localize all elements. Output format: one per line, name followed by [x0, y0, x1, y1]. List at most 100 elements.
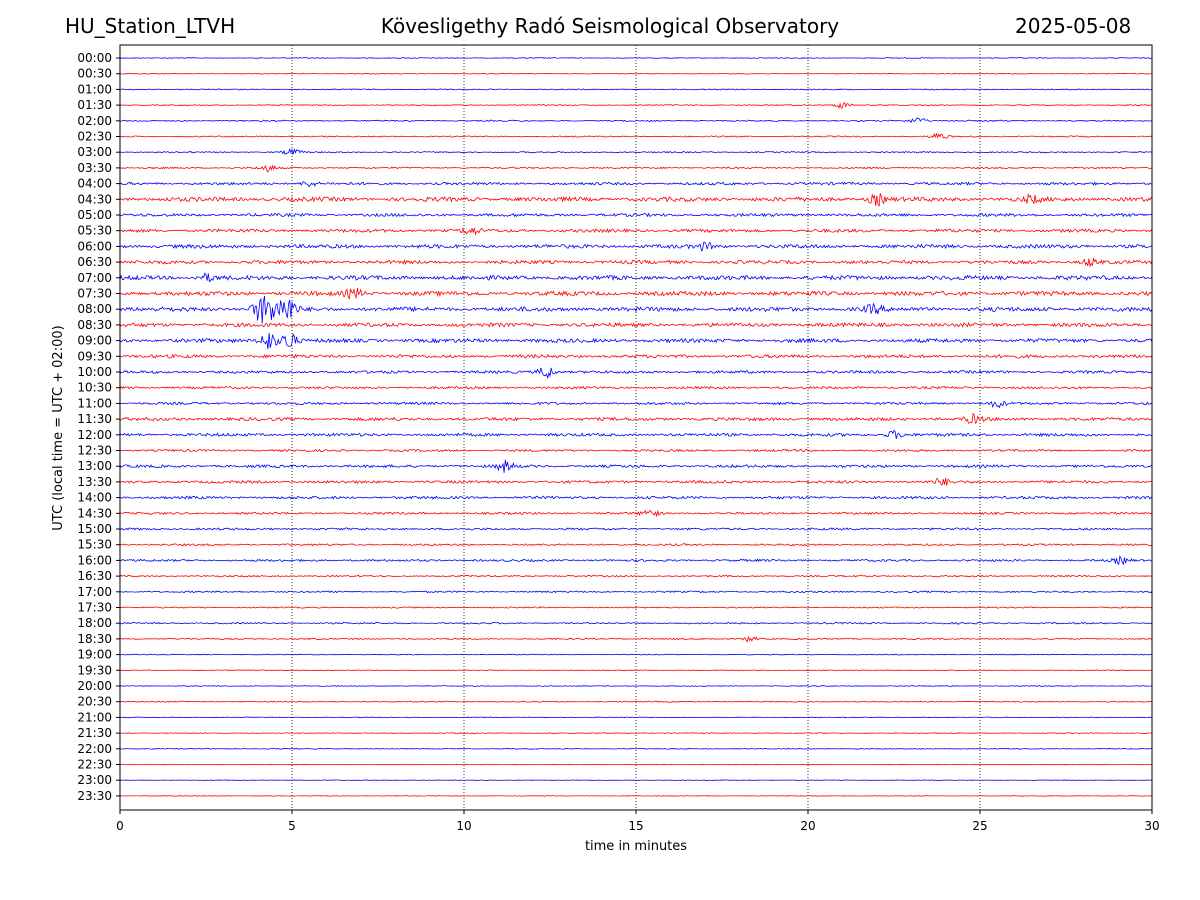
trace-1030: [119, 385, 1153, 390]
trace-1330: [119, 477, 1153, 486]
y-tick-label: 02:30: [77, 130, 112, 144]
trace-1530: [119, 543, 1153, 547]
trace-1400: [119, 495, 1153, 500]
trace-2000: [119, 685, 1153, 687]
trace-2330: [119, 795, 1153, 797]
y-tick-label: 21:30: [77, 726, 112, 740]
y-tick-label: 12:00: [77, 428, 112, 442]
y-tick-label: 19:30: [77, 663, 112, 677]
trace-1900: [119, 653, 1153, 656]
trace-1430: [119, 509, 1153, 518]
trace-0230: [119, 132, 1153, 139]
trace-0200: [119, 117, 1153, 123]
trace-0900: [119, 333, 1153, 350]
chart-title: Kövesligethy Radó Seismological Observat…: [380, 14, 840, 38]
x-axis-label: time in minutes: [585, 839, 687, 854]
y-tick-label: 23:00: [77, 773, 112, 787]
y-tick-label: 04:00: [77, 177, 112, 191]
trace-0300: [119, 147, 1153, 155]
trace-2200: [119, 747, 1153, 750]
trace-1300: [119, 459, 1153, 473]
y-tick-label: 11:30: [77, 412, 112, 426]
x-tick-label: 10: [456, 819, 471, 833]
trace-1230: [119, 448, 1153, 453]
x-tick-label: 20: [800, 819, 815, 833]
y-tick-label: 07:30: [77, 287, 112, 301]
trace-1600: [119, 555, 1153, 566]
y-tick-label: 06:00: [77, 239, 112, 253]
y-tick-label: 22:00: [77, 742, 112, 756]
trace-0930: [119, 353, 1153, 359]
y-tick-label: 11:00: [77, 396, 112, 410]
y-tick-label: 09:00: [77, 334, 112, 348]
y-tick-label: 16:00: [77, 553, 112, 567]
y-tick-label: 05:00: [77, 208, 112, 222]
trace-1930: [119, 669, 1153, 672]
trace-0700: [119, 272, 1153, 283]
trace-1130: [119, 412, 1153, 425]
trace-2230: [119, 763, 1153, 766]
x-tick-label: 30: [1144, 819, 1159, 833]
trace-0500: [119, 212, 1153, 218]
y-tick-label: 15:00: [77, 522, 112, 536]
y-tick-label: 20:30: [77, 695, 112, 709]
y-axis-label: UTC (local time = UTC + 02:00): [51, 325, 66, 530]
y-tick-label: 09:30: [77, 349, 112, 363]
trace-0530: [119, 227, 1153, 236]
y-tick-label: 10:00: [77, 365, 112, 379]
trace-0800: [119, 296, 1153, 324]
trace-1000: [119, 367, 1153, 379]
trace-2130: [119, 732, 1153, 734]
y-tick-label: 00:00: [77, 51, 112, 65]
trace-1830: [119, 635, 1153, 643]
trace-0730: [119, 287, 1153, 300]
y-tick-label: 17:30: [77, 601, 112, 615]
trace-0330: [119, 164, 1153, 173]
trace-0430: [119, 193, 1153, 207]
y-tick-label: 04:30: [77, 192, 112, 206]
trace-0100: [119, 88, 1153, 91]
y-tick-label: 02:00: [77, 114, 112, 128]
y-tick-label: 19:00: [77, 648, 112, 662]
trace-1630: [119, 574, 1153, 578]
trace-1700: [119, 590, 1153, 594]
trace-1200: [119, 429, 1153, 439]
x-tick-label: 0: [116, 819, 124, 833]
trace-1730: [119, 606, 1153, 609]
y-tick-label: 01:00: [77, 82, 112, 96]
y-tick-label: 06:30: [77, 255, 112, 269]
y-tick-label: 13:00: [77, 459, 112, 473]
x-tick-label: 5: [288, 819, 296, 833]
trace-1100: [119, 400, 1153, 409]
y-tick-label: 23:30: [77, 789, 112, 803]
trace-0030: [119, 72, 1153, 75]
y-tick-label: 12:30: [77, 444, 112, 458]
y-tick-label: 03:30: [77, 161, 112, 175]
chart-date: 2025-05-08: [1015, 14, 1132, 38]
trace-2100: [119, 716, 1153, 719]
y-tick-label: 00:30: [77, 67, 112, 81]
trace-1800: [119, 621, 1153, 625]
y-tick-label: 20:00: [77, 679, 112, 693]
y-tick-label: 22:30: [77, 758, 112, 772]
trace-0000: [119, 57, 1153, 59]
x-tick-label: 15: [628, 819, 643, 833]
y-tick-label: 08:00: [77, 302, 112, 316]
y-tick-label: 07:00: [77, 271, 112, 285]
trace-0630: [119, 257, 1153, 268]
trace-2030: [119, 700, 1153, 703]
station-name: HU_Station_LTVH: [65, 14, 236, 38]
trace-0600: [119, 241, 1153, 252]
y-tick-label: 21:00: [77, 710, 112, 724]
y-tick-label: 17:00: [77, 585, 112, 599]
trace-0130: [119, 102, 1153, 109]
y-tick-label: 05:30: [77, 224, 112, 238]
y-tick-label: 16:30: [77, 569, 112, 583]
y-tick-label: 03:00: [77, 145, 112, 159]
y-tick-label: 15:30: [77, 538, 112, 552]
y-tick-label: 14:00: [77, 491, 112, 505]
y-tick-label: 08:30: [77, 318, 112, 332]
y-tick-label: 13:30: [77, 475, 112, 489]
trace-0400: [119, 181, 1153, 188]
